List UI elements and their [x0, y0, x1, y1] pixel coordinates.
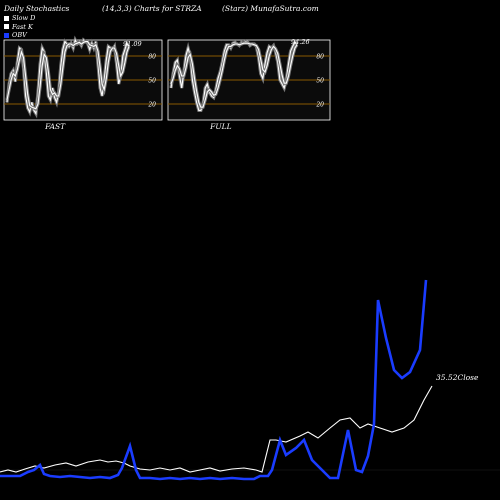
- fast-level-label-80: 80: [148, 54, 156, 61]
- legend-item-slow-d: Slow D: [4, 14, 35, 23]
- legend: Slow D Fast K OBV: [4, 14, 35, 40]
- fast-title: FAST: [44, 122, 66, 131]
- fast-level-label-20: 20: [147, 102, 156, 109]
- legend-swatch-fast-k: [4, 24, 9, 30]
- fast-slow-d-line: [6, 41, 130, 110]
- legend-label-obv: OBV: [12, 31, 27, 39]
- full-last-value: 94.26: [291, 38, 310, 46]
- legend-item-obv: OBV: [4, 31, 35, 40]
- site-name: (Starz) MunafaSutra.com: [222, 4, 319, 13]
- fast-last-value: 91.09: [123, 40, 142, 48]
- legend-swatch-obv: [4, 32, 9, 38]
- legend-label-fast-k: Fast K: [12, 22, 33, 31]
- legend-swatch-slow-d: [4, 15, 9, 21]
- legend-item-fast-k: Fast K: [4, 23, 35, 32]
- full-level-label-80: 80: [316, 54, 324, 61]
- obv-line: [0, 279, 428, 481]
- legend-label-slow-d: Slow D: [12, 14, 36, 22]
- full-panel: 80 50 20 94.26 FULL: [167, 38, 331, 131]
- chart-params: (14,3,3) Charts for STRZA: [102, 4, 202, 13]
- close-line: [0, 385, 433, 473]
- fast-level-label-50: 50: [148, 78, 156, 85]
- full-slow-d-line: [170, 42, 298, 108]
- full-level-label-50: 50: [316, 78, 324, 85]
- obv-close-panel: 35.52Close: [0, 279, 500, 481]
- full-level-label-20: 20: [315, 102, 324, 109]
- chart-title: Daily Stochastics: [4, 4, 70, 13]
- fast-panel: 80 50 20 91.09 FAST: [3, 35, 163, 131]
- full-title: FULL: [209, 122, 232, 131]
- close-value-label: 35.52Close: [436, 373, 479, 382]
